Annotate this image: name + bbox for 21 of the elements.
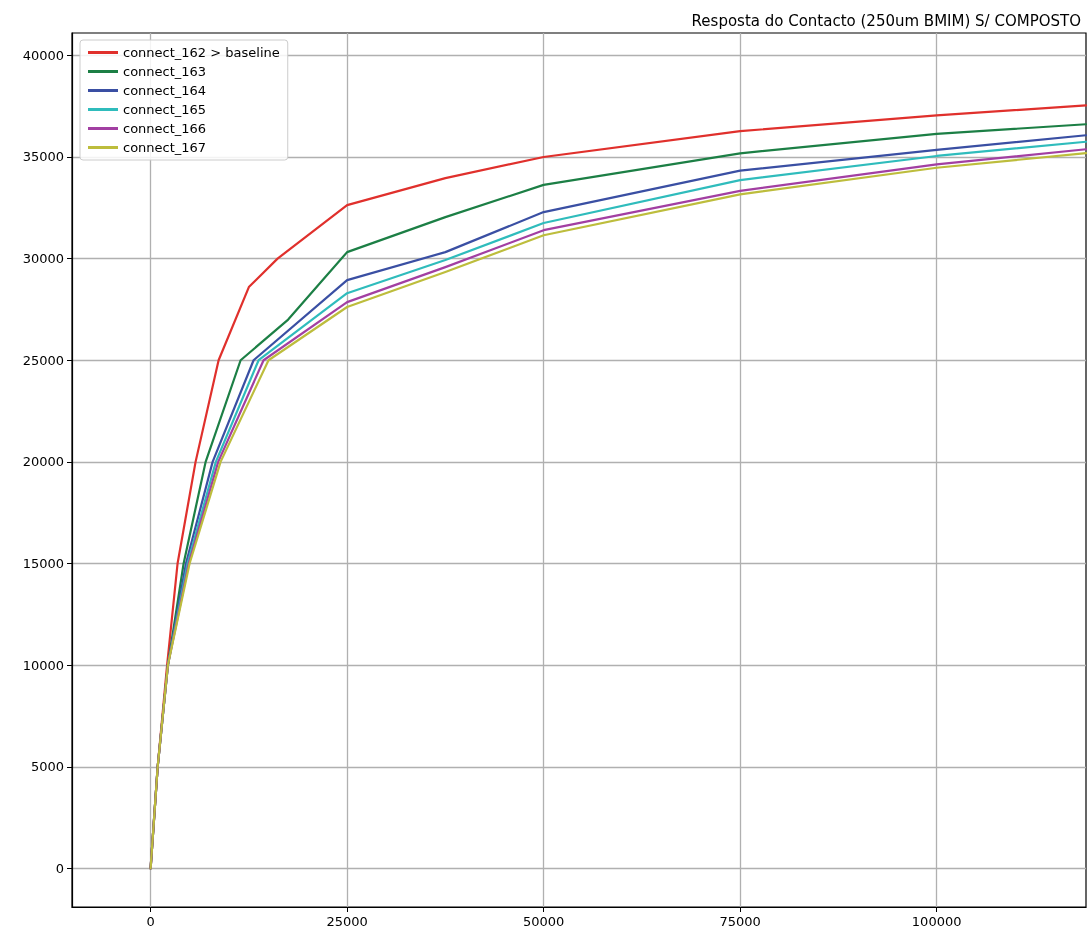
x-tick-label: 75000	[719, 914, 761, 929]
y-tick-label: 10000	[22, 657, 64, 673]
x-tick-label: 100000	[911, 914, 962, 929]
y-tick-label: 40000	[22, 47, 64, 63]
legend-label: connect_163	[123, 64, 207, 79]
x-tick-label: 25000	[326, 914, 368, 929]
y-tick-label: 0	[55, 860, 64, 876]
y-tick-label: 20000	[22, 454, 64, 470]
legend-label: connect_166	[123, 121, 207, 136]
y-tick-label: 25000	[22, 352, 64, 368]
x-tick-label: 0	[146, 914, 155, 929]
legend-label: connect_167	[123, 140, 207, 155]
y-tick-label: 35000	[22, 149, 64, 165]
x-tick-label: 50000	[522, 914, 565, 929]
y-tick-label: 30000	[22, 251, 64, 267]
y-tick-label: 5000	[30, 759, 64, 775]
legend-label: connect_165	[123, 102, 207, 117]
y-tick-label: 15000	[22, 556, 64, 571]
legend-label: connect_162 > baseline	[123, 45, 280, 60]
chart-title: Resposta do Contacto (250um BMIM) S/ COMPOSTO	[691, 11, 1082, 30]
legend-label: connect_164	[123, 83, 207, 98]
